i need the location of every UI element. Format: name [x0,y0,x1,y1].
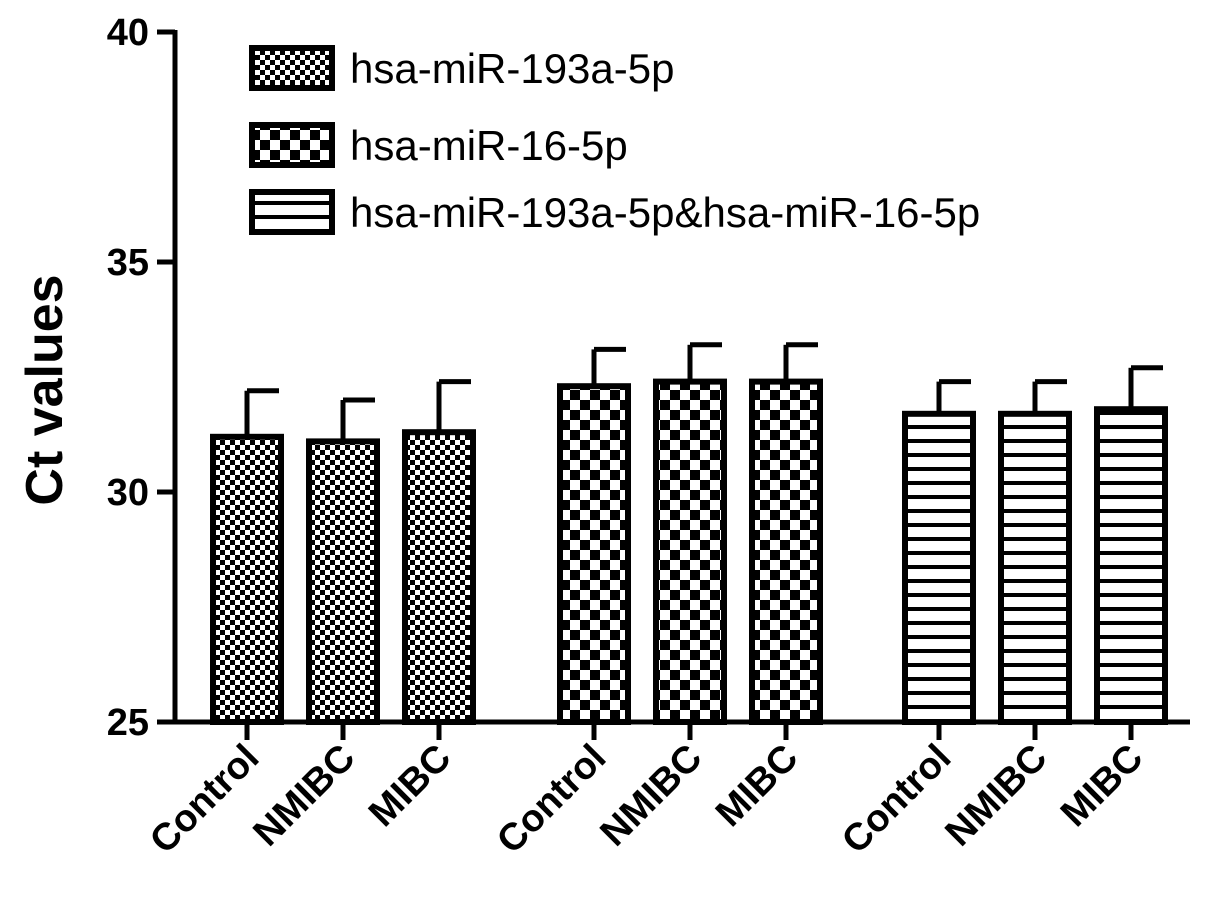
y-axis-label: Ct values [16,274,74,505]
x-tick-label: NMIBC [246,737,364,855]
x-tick-label: Control [489,737,614,862]
legend-swatch [249,122,335,168]
bar-mibc [749,378,823,725]
x-tick-label: NMIBC [938,737,1056,855]
y-tick-label: 25 [107,702,149,744]
legend-label: hsa-miR-193a-5p&hsa-miR-16-5p [350,189,980,236]
x-tick-label: MIBC [1053,737,1151,835]
bar-nmibc [998,410,1072,725]
y-tick-label: 35 [107,242,149,284]
bars [210,342,1168,725]
bar-nmibc [653,378,727,725]
x-tick-label: MIBC [708,737,806,835]
bar-nmibc [306,438,380,725]
legend-swatch [249,45,335,91]
bar-control [210,433,284,725]
bar-mibc [1094,406,1168,725]
x-tick-label: MIBC [361,737,459,835]
legend: hsa-miR-193a-5p hsa-miR-16-5p hsa-miR-193a… [249,45,980,236]
x-tick-label: NMIBC [593,737,711,855]
bar-control [902,410,976,725]
x-tick-label: Control [834,737,959,862]
y-tick-label: 30 [107,472,149,514]
legend-swatch [249,189,335,235]
bar-mibc [402,429,476,725]
x-tick-label: Control [142,737,267,862]
bar-control [557,383,631,725]
legend-label: hsa-miR-193a-5p [350,45,674,92]
legend-label: hsa-miR-16-5p [350,122,628,169]
y-tick-label: 40 [107,12,149,54]
